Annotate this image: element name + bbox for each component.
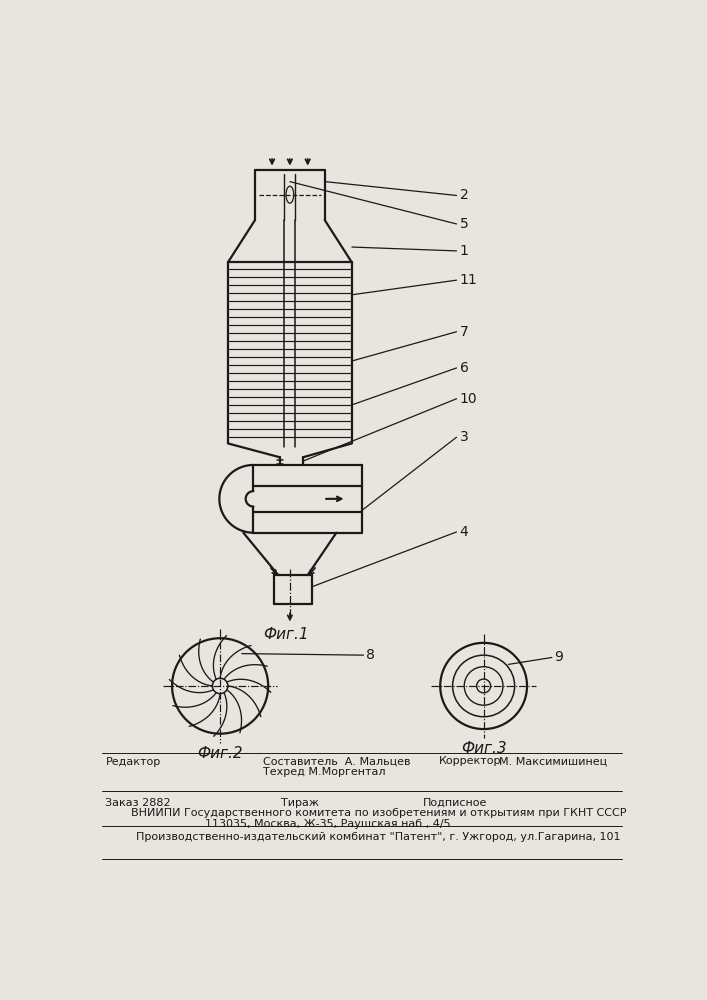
- Text: Редактор: Редактор: [105, 757, 160, 767]
- Text: Тираж: Тираж: [281, 798, 319, 808]
- Text: 11: 11: [460, 273, 477, 287]
- Text: 1: 1: [460, 244, 469, 258]
- Text: Техред М.Моргентал: Техред М.Моргентал: [263, 767, 385, 777]
- Text: 8: 8: [366, 648, 375, 662]
- Text: М. Максимишинец: М. Максимишинец: [499, 756, 607, 766]
- Text: Фиг.1: Фиг.1: [263, 627, 308, 642]
- Text: Производственно-издательский комбинат "Патент", г. Ужгород, ул.Гагарина, 101: Производственно-издательский комбинат "П…: [136, 832, 621, 842]
- Text: Составитель  А. Мальцев: Составитель А. Мальцев: [263, 756, 410, 766]
- Text: 9: 9: [554, 650, 563, 664]
- Text: Подписное: Подписное: [423, 798, 488, 808]
- Text: 5: 5: [460, 217, 468, 231]
- Text: Корректор: Корректор: [438, 756, 501, 766]
- Text: 2: 2: [460, 188, 468, 202]
- Text: Заказ 2882: Заказ 2882: [105, 798, 171, 808]
- Text: 7: 7: [460, 325, 468, 339]
- Text: 4: 4: [460, 525, 468, 539]
- Text: ВНИИПИ Государственного комитета по изобретениям и открытиям при ГКНТ СССР: ВНИИПИ Государственного комитета по изоб…: [131, 808, 626, 818]
- Text: Фиг.3: Фиг.3: [461, 741, 506, 756]
- Text: 3: 3: [460, 430, 468, 444]
- Text: 10: 10: [460, 392, 477, 406]
- Text: 6: 6: [460, 361, 469, 375]
- Text: 113035, Москва, Ж-35, Раушская наб., 4/5: 113035, Москва, Ж-35, Раушская наб., 4/5: [204, 819, 450, 829]
- Text: Фиг.2: Фиг.2: [197, 746, 243, 761]
